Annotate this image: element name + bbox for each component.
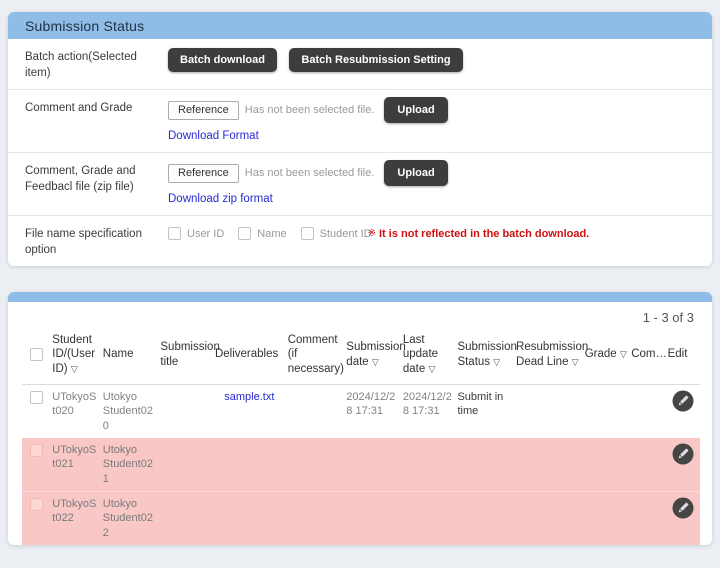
cell-grade [583, 385, 629, 438]
row-checkbox[interactable] [29, 390, 43, 404]
col-deliverables: Deliverables [212, 327, 286, 386]
batch-resubmission-setting-button[interactable]: Batch Resubmission Setting [289, 48, 463, 72]
user-id-checkbox[interactable] [168, 227, 181, 241]
reference-button[interactable]: Reference [168, 163, 239, 183]
col-resubmission[interactable]: Resubmission Dead Line ▽ [514, 327, 588, 386]
cell-last-update [401, 438, 456, 491]
batch-download-note: It is not reflected in the batch downloa… [379, 227, 590, 240]
col-student-id[interactable]: Student ID/(User ID) ▽ [50, 327, 101, 386]
col-grade[interactable]: Grade ▽ [582, 327, 630, 386]
comment-grade-row: Comment and Grade Reference Has not been… [8, 90, 712, 154]
cell-last-update [400, 490, 456, 545]
student-id-checkbox[interactable] [300, 227, 314, 241]
batch-action-label: Batch action(Selected item) [25, 51, 137, 79]
batch-download-button[interactable]: Batch download [168, 48, 277, 72]
col-com: Com… [629, 327, 667, 386]
col-name: Name [100, 327, 159, 386]
no-file-text: Has not been selected file. [244, 104, 375, 117]
select-all-checkbox[interactable] [29, 348, 43, 362]
cell-comment [286, 385, 345, 438]
batch-action-row: Batch action(Selected item) Batch downlo… [8, 39, 712, 91]
table-row: UTokyoSt022 Utokyo Student022 [22, 490, 700, 545]
sort-icon[interactable]: ▽ [571, 356, 579, 367]
cell-com [629, 438, 665, 491]
col-status[interactable]: Submission Status ▽ [455, 327, 517, 386]
cell-deliverables [212, 490, 286, 545]
cell-comment [285, 490, 345, 545]
download-zip-format-link[interactable]: Download zip format [168, 193, 273, 206]
cell-com [629, 490, 666, 545]
reference-button[interactable]: Reference [168, 100, 239, 120]
student-id-checkbox-label: Student ID [319, 227, 372, 240]
comment-grade-feedback-label: Comment, Grade and Feedbacl file (zip fi… [25, 165, 136, 193]
row-checkbox[interactable] [29, 443, 43, 457]
cell-student-id: UTokyoSt020 [52, 391, 97, 418]
cell-grade [583, 438, 629, 491]
file-name-option-row: File name specification option User ID N… [8, 216, 712, 266]
edit-button[interactable] [672, 390, 694, 412]
cell-submission-date [344, 490, 401, 545]
sort-icon[interactable]: ▽ [493, 356, 501, 367]
col-edit: Edit [665, 327, 700, 386]
comment-grade-label: Comment and Grade [25, 102, 133, 115]
cell-submission-title [158, 490, 213, 545]
name-checkbox-label: Name [257, 227, 287, 240]
upload-button[interactable]: Upload [384, 160, 448, 187]
cell-student-id: UTokyoSt022 [50, 490, 101, 545]
cell-last-update: 2024/12/28 17:31 [402, 391, 452, 418]
table-row: UTokyoSt020 Utokyo Student020 sample.txt… [22, 385, 700, 438]
cell-resubmission [514, 490, 583, 545]
sort-icon[interactable]: ▽ [371, 356, 379, 367]
cell-submission-date: 2024/12/28 17:31 [346, 391, 396, 418]
panel-accent-bar [8, 292, 712, 303]
edit-button[interactable] [672, 497, 694, 519]
cell-submission-title [158, 438, 213, 491]
sort-icon[interactable]: ▽ [619, 349, 627, 360]
col-submission-date[interactable]: Submission date ▽ [344, 327, 406, 386]
cell-name: Utokyo Student021 [102, 444, 153, 485]
col-last-update[interactable]: Last update date ▽ [400, 327, 456, 386]
submissions-table-panel: 1 - 3 of 3 Student ID/(User ID) ▽ Name S… [8, 292, 712, 545]
cell-status [455, 438, 514, 491]
download-format-link[interactable]: Download Format [168, 130, 259, 143]
cell-name: Utokyo Student022 [100, 490, 159, 545]
col-submission-title: Submission title [158, 327, 220, 386]
cell-submission-title [158, 385, 213, 438]
col-comment: Comment (if necessary) [285, 327, 345, 386]
no-file-text: Has not been selected file. [244, 167, 375, 180]
cell-resubmission [514, 438, 583, 491]
pencil-icon [672, 390, 694, 412]
pencil-icon [672, 443, 694, 465]
cell-comment [286, 438, 345, 491]
cell-grade [582, 490, 630, 545]
sort-icon[interactable]: ▽ [70, 363, 78, 374]
cell-deliverables [213, 438, 286, 491]
upload-button[interactable]: Upload [384, 97, 448, 124]
user-id-checkbox-label: User ID [187, 227, 225, 240]
file-name-option-label: File name specification option [25, 228, 142, 256]
cell-resubmission [514, 385, 583, 438]
cell-submission-date [344, 438, 401, 491]
table-row: UTokyoSt021 Utokyo Student021 [22, 438, 700, 492]
deliverable-link[interactable]: sample.txt [224, 391, 275, 404]
name-checkbox[interactable] [238, 227, 252, 241]
submissions-table: Student ID/(User ID) ▽ Name Submission t… [22, 327, 700, 545]
cell-student-id: UTokyoSt021 [52, 444, 97, 471]
row-checkbox[interactable] [29, 497, 43, 511]
pencil-icon [672, 497, 694, 519]
comment-grade-feedback-row: Comment, Grade and Feedbacl file (zip fi… [8, 153, 712, 217]
sort-icon[interactable]: ▽ [428, 363, 436, 374]
note-marker-icon: ※ [367, 228, 376, 240]
panel-title: Submission Status [8, 12, 712, 39]
table-header-row: Student ID/(User ID) ▽ Name Submission t… [22, 327, 700, 386]
cell-status: Submit in time [457, 391, 504, 418]
cell-status [455, 490, 515, 545]
cell-com [629, 385, 665, 438]
submission-status-panel: Submission Status Batch action(Selected … [8, 12, 712, 267]
edit-button[interactable] [672, 443, 694, 465]
pagination: 1 - 3 of 3 [642, 310, 694, 326]
cell-name: Utokyo Student020 [102, 391, 153, 432]
